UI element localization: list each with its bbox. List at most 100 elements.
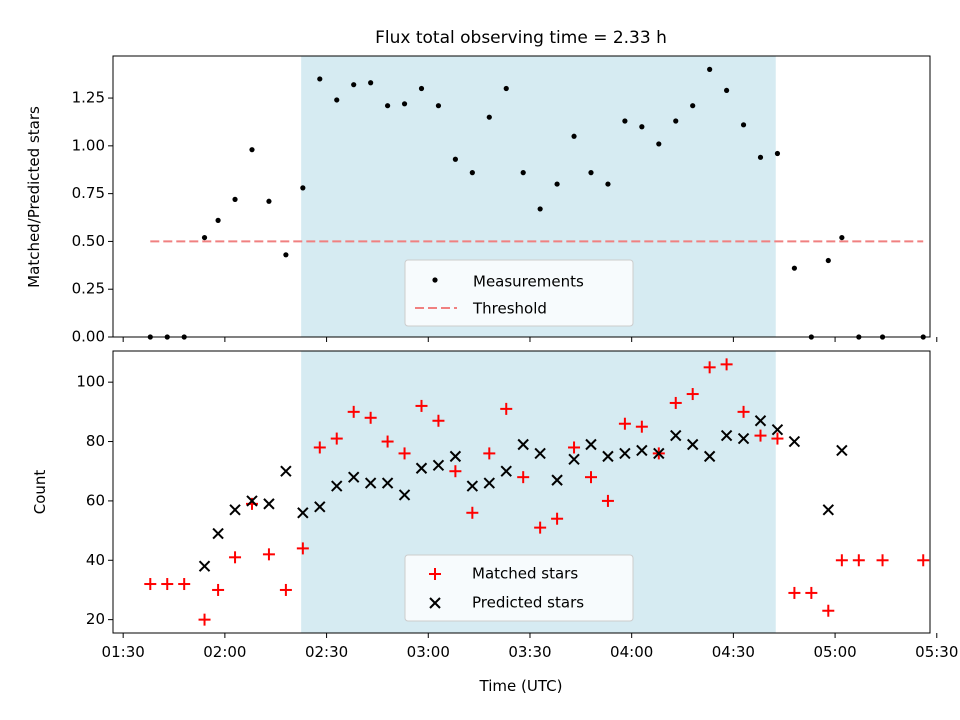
- measurement-point: [791, 265, 797, 271]
- top-axes: 0.00 0.25 0.50 0.75 1.00 1.25 Matched/Predict…: [25, 55, 938, 346]
- bottom-axes-frame: [112, 350, 931, 634]
- measurement-points: [147, 66, 926, 340]
- matched-stars-points: [144, 358, 930, 626]
- measurement-point: [201, 234, 208, 241]
- measurement-point: [537, 206, 543, 212]
- legend-predicted-marker: [429, 597, 441, 609]
- predicted-star-point: [517, 438, 529, 451]
- predicted-star-point: [500, 465, 512, 477]
- matched-star-point: [635, 420, 648, 433]
- matched-star-point: [364, 411, 377, 424]
- measurement-point: [774, 150, 781, 157]
- measurement-point: [554, 181, 560, 187]
- predicted-star-point: [619, 447, 631, 460]
- measurement-point: [571, 133, 577, 139]
- matched-star-point: [754, 429, 767, 442]
- matched-star-point: [449, 465, 462, 478]
- matched-star-point: [703, 361, 716, 374]
- bottom-ytick-label: 20: [86, 610, 105, 628]
- predicted-star-point: [212, 527, 224, 540]
- bottom-ticks: 20 40 60 80 100 01:30 02:00 02:30 03:00 03:30 04:0…: [76, 373, 958, 661]
- measurement-point: [351, 82, 357, 88]
- matched-star-point: [584, 471, 597, 484]
- predicted-star-point: [788, 435, 801, 448]
- matched-star-point: [835, 554, 848, 567]
- measurement-point: [266, 198, 272, 204]
- predicted-star-point: [347, 471, 360, 483]
- measurement-point: [656, 141, 662, 147]
- matched-star-point: [262, 548, 275, 561]
- measurement-point: [435, 103, 442, 109]
- matched-star-point: [178, 578, 191, 591]
- matched-star-point: [161, 578, 174, 591]
- predicted-star-point: [381, 477, 394, 489]
- predicted-star-point: [449, 450, 462, 463]
- bottom-ytick-label: 100: [76, 373, 105, 391]
- matched-star-point: [876, 554, 889, 567]
- predicted-star-point: [229, 504, 241, 516]
- matched-star-point: [517, 471, 530, 484]
- measurement-point: [622, 118, 628, 124]
- predicted-star-point: [836, 444, 848, 457]
- xtick-label: 05:00: [813, 643, 856, 661]
- predicted-star-point: [331, 480, 343, 492]
- legend-threshold-label: Threshold: [472, 300, 547, 318]
- top-ytick-label: 0.00: [72, 328, 105, 346]
- measurement-point: [639, 124, 645, 130]
- matched-star-point: [398, 447, 411, 460]
- matched-star-point: [551, 512, 564, 525]
- measurement-point: [707, 66, 713, 72]
- predicted-star-point: [602, 450, 614, 463]
- measurement-point: [452, 156, 458, 162]
- xtick-label: 04:30: [712, 643, 755, 661]
- predicted-star-point: [314, 501, 326, 513]
- matched-star-point: [534, 521, 547, 534]
- top-legend-box: [404, 259, 634, 327]
- predicted-star-point: [585, 438, 597, 451]
- matched-star-point: [852, 554, 865, 567]
- matched-star-point: [313, 441, 326, 454]
- predicted-star-point: [636, 444, 648, 457]
- measurement-point: [368, 80, 374, 86]
- predicted-star-point: [364, 477, 377, 489]
- predicted-star-point: [653, 447, 665, 460]
- predicted-star-point: [686, 438, 699, 451]
- xtick-label: 01:30: [102, 643, 145, 661]
- measurement-point: [469, 170, 475, 176]
- matched-star-point: [618, 417, 631, 430]
- measurement-point: [317, 76, 323, 82]
- matched-star-point: [669, 396, 682, 409]
- top-ytick-label: 0.75: [72, 184, 105, 202]
- bottom-legend-box: [404, 554, 634, 622]
- x-axis-label: Time (UTC): [479, 677, 563, 695]
- matched-star-point: [415, 399, 428, 412]
- xtick-label: 03:00: [407, 643, 450, 661]
- predicted-star-point: [297, 507, 309, 519]
- matched-star-point: [432, 414, 445, 427]
- predicted-star-point: [771, 423, 784, 436]
- predicted-stars-points: [198, 415, 848, 572]
- predicted-star-point: [720, 429, 733, 442]
- predicted-star-point: [263, 498, 275, 510]
- top-legend: Measurements Threshold: [404, 259, 634, 327]
- matched-star-point: [500, 402, 513, 415]
- bottom-ytick-label: 40: [86, 551, 105, 569]
- legend-matched-marker: [429, 568, 441, 580]
- matched-star-point: [483, 447, 496, 460]
- predicted-star-point: [703, 450, 716, 463]
- predicted-star-point: [754, 415, 767, 427]
- measurement-point: [503, 85, 509, 92]
- measurement-point: [486, 114, 492, 120]
- measurement-point: [588, 170, 594, 176]
- top-ytick-label: 0.50: [72, 232, 105, 250]
- measurement-point: [757, 154, 764, 160]
- top-ytick-label: 1.25: [72, 89, 105, 107]
- measurement-point: [384, 103, 391, 109]
- predicted-star-point: [822, 504, 835, 516]
- predicted-star-point: [432, 459, 445, 471]
- xtick-label: 03:30: [508, 643, 551, 661]
- xtick-label: 04:00: [610, 643, 653, 661]
- predicted-star-point: [551, 474, 563, 486]
- matched-star-point: [466, 506, 479, 519]
